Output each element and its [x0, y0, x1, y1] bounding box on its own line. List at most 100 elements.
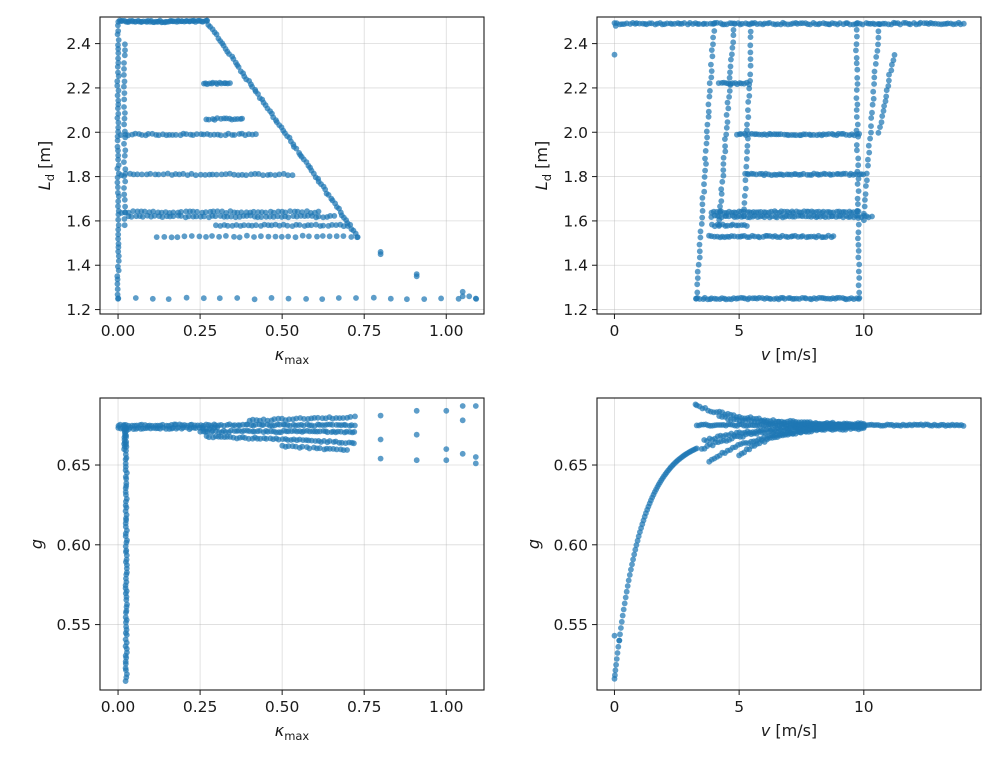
data-point: [699, 208, 706, 214]
data-point: [168, 234, 175, 241]
data-point: [879, 113, 886, 119]
data-point: [170, 213, 177, 220]
data-point: [285, 295, 292, 302]
data-point: [354, 234, 360, 241]
data-point: [622, 594, 629, 601]
data-point: [404, 296, 410, 303]
data-point: [830, 233, 837, 240]
data-point: [855, 282, 862, 289]
data-point: [213, 222, 219, 229]
data-point: [122, 110, 128, 116]
data-point: [856, 289, 863, 296]
data-point: [377, 455, 384, 462]
data-point: [253, 131, 259, 138]
data-point: [320, 222, 327, 229]
data-point: [344, 447, 350, 453]
data-point: [889, 61, 895, 68]
data-point: [121, 422, 127, 428]
x-axis-label: κmax: [275, 345, 310, 367]
data-point: [296, 222, 303, 228]
data-point: [855, 254, 862, 261]
data-point: [855, 188, 862, 195]
data-point: [854, 181, 861, 187]
data-point: [124, 601, 130, 608]
x-tick-label: 0.75: [347, 322, 382, 340]
data-point: [335, 295, 342, 301]
data-point: [262, 209, 269, 216]
data-point: [121, 52, 128, 59]
data-point: [114, 286, 121, 293]
data-point: [873, 54, 880, 60]
data-point: [258, 214, 265, 221]
data-point: [115, 222, 122, 229]
data-point: [718, 191, 725, 197]
y-tick-label: 2.4: [563, 35, 588, 53]
data-point: [623, 588, 630, 595]
data-point: [183, 294, 190, 301]
data-point: [231, 171, 238, 178]
data-point: [132, 295, 139, 301]
data-point: [301, 416, 307, 422]
data-point: [115, 235, 121, 242]
data-point: [115, 110, 122, 117]
data-point: [855, 221, 862, 228]
data-point: [866, 149, 873, 156]
data-point: [115, 208, 122, 214]
data-point: [886, 77, 892, 84]
x-tick-label: 5: [734, 322, 744, 340]
data-point: [122, 209, 128, 216]
data-point: [861, 203, 868, 210]
x-tick-label: 0: [610, 322, 620, 340]
data-point: [122, 134, 129, 141]
data-point: [210, 208, 217, 215]
data-point: [192, 172, 199, 179]
data-point: [869, 213, 875, 220]
data-point: [746, 85, 753, 92]
data-point: [212, 213, 219, 220]
x-axis-label: κmax: [275, 721, 310, 743]
data-point: [854, 147, 860, 154]
data-point: [265, 233, 272, 240]
data-point: [853, 41, 860, 48]
data-point: [472, 295, 479, 302]
data-point: [236, 234, 243, 241]
data-point: [123, 480, 130, 487]
data-point: [234, 295, 241, 301]
data-point: [139, 171, 145, 178]
data-point: [413, 431, 420, 438]
data-point: [742, 177, 749, 184]
data-point: [853, 95, 860, 101]
data-point: [742, 185, 749, 192]
axes-frame: [99, 397, 485, 691]
data-point: [706, 80, 713, 87]
data-point: [853, 47, 859, 54]
data-point: [141, 208, 148, 215]
data-point: [200, 295, 207, 302]
x-tick-label: 0.25: [183, 322, 218, 340]
data-point: [308, 222, 315, 229]
x-tick-label: 5: [734, 698, 744, 716]
data-point: [620, 606, 627, 613]
data-point: [174, 234, 181, 241]
data-point: [617, 631, 623, 638]
data-point: [720, 154, 727, 161]
data-point: [960, 423, 967, 429]
data-point: [621, 600, 628, 607]
data-point: [185, 213, 192, 220]
data-point: [278, 233, 285, 240]
data-point: [122, 128, 128, 135]
data-point: [160, 171, 167, 178]
data-point: [730, 27, 737, 33]
data-point: [855, 215, 862, 221]
data-point: [856, 275, 863, 281]
data-point: [747, 62, 754, 69]
data-point: [370, 294, 377, 301]
x-tick-label: 0.00: [101, 322, 136, 340]
data-point: [890, 57, 897, 64]
data-point: [115, 263, 121, 270]
x-axis-label: v [m/s]: [761, 345, 817, 364]
data-point: [121, 140, 127, 147]
data-point: [147, 170, 154, 177]
data-point: [727, 82, 734, 88]
data-point: [717, 209, 724, 216]
